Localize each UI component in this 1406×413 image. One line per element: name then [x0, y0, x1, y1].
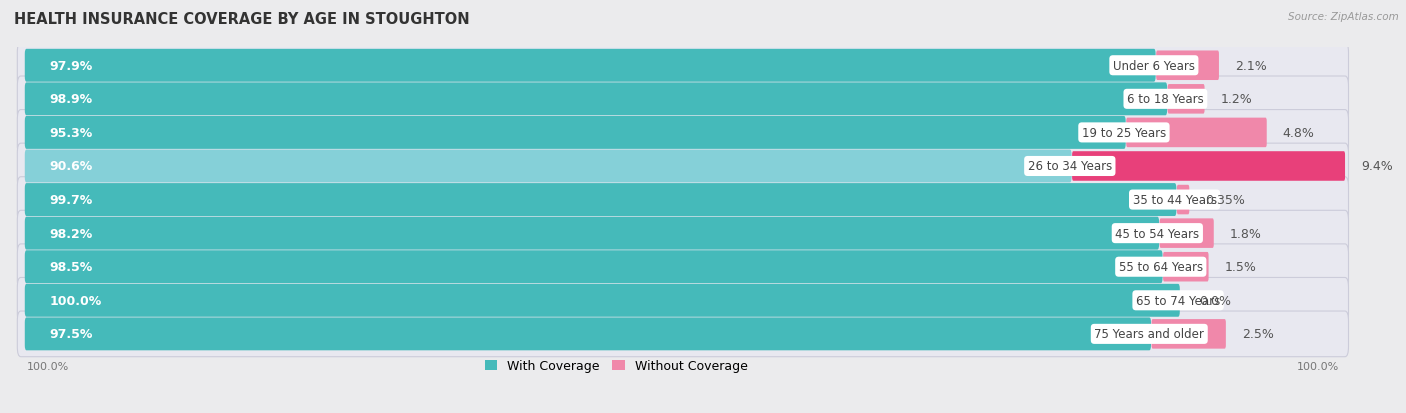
FancyBboxPatch shape [17, 244, 1348, 290]
Text: 98.5%: 98.5% [49, 261, 93, 273]
FancyBboxPatch shape [1177, 185, 1189, 215]
Text: HEALTH INSURANCE COVERAGE BY AGE IN STOUGHTON: HEALTH INSURANCE COVERAGE BY AGE IN STOU… [14, 12, 470, 27]
Text: 1.2%: 1.2% [1220, 93, 1253, 106]
Text: 75 Years and older: 75 Years and older [1094, 328, 1204, 341]
Text: 45 to 54 Years: 45 to 54 Years [1115, 227, 1199, 240]
Text: Source: ZipAtlas.com: Source: ZipAtlas.com [1288, 12, 1399, 22]
Legend: With Coverage, Without Coverage: With Coverage, Without Coverage [479, 354, 752, 377]
FancyBboxPatch shape [17, 177, 1348, 223]
FancyBboxPatch shape [1168, 85, 1205, 114]
Text: 99.7%: 99.7% [49, 194, 93, 206]
Text: 98.2%: 98.2% [49, 227, 93, 240]
FancyBboxPatch shape [17, 278, 1348, 323]
Text: 19 to 25 Years: 19 to 25 Years [1081, 127, 1166, 140]
Text: 4.8%: 4.8% [1282, 127, 1315, 140]
Text: 0.35%: 0.35% [1205, 194, 1246, 206]
Text: Under 6 Years: Under 6 Years [1114, 59, 1195, 73]
Text: 1.5%: 1.5% [1225, 261, 1257, 273]
FancyBboxPatch shape [17, 110, 1348, 156]
FancyBboxPatch shape [17, 144, 1348, 189]
Text: 0.0%: 0.0% [1199, 294, 1230, 307]
FancyBboxPatch shape [25, 116, 1126, 150]
Text: 1.8%: 1.8% [1230, 227, 1261, 240]
Text: 97.5%: 97.5% [49, 328, 93, 341]
FancyBboxPatch shape [25, 83, 1167, 116]
FancyBboxPatch shape [1163, 252, 1209, 282]
FancyBboxPatch shape [1152, 319, 1226, 349]
FancyBboxPatch shape [25, 284, 1180, 317]
FancyBboxPatch shape [17, 43, 1348, 89]
Text: 2.1%: 2.1% [1234, 59, 1267, 73]
Text: 26 to 34 Years: 26 to 34 Years [1028, 160, 1112, 173]
Text: 65 to 74 Years: 65 to 74 Years [1136, 294, 1220, 307]
FancyBboxPatch shape [25, 150, 1071, 183]
FancyBboxPatch shape [17, 77, 1348, 122]
FancyBboxPatch shape [17, 211, 1348, 256]
Text: 9.4%: 9.4% [1361, 160, 1393, 173]
FancyBboxPatch shape [25, 184, 1177, 216]
FancyBboxPatch shape [25, 50, 1156, 83]
Text: 97.9%: 97.9% [49, 59, 93, 73]
Text: 98.9%: 98.9% [49, 93, 93, 106]
FancyBboxPatch shape [25, 318, 1152, 351]
Text: 90.6%: 90.6% [49, 160, 93, 173]
Text: 100.0%: 100.0% [49, 294, 101, 307]
FancyBboxPatch shape [1126, 119, 1267, 148]
Text: 6 to 18 Years: 6 to 18 Years [1128, 93, 1204, 106]
FancyBboxPatch shape [1156, 51, 1219, 81]
Text: 35 to 44 Years: 35 to 44 Years [1133, 194, 1216, 206]
FancyBboxPatch shape [25, 251, 1163, 283]
FancyBboxPatch shape [17, 311, 1348, 357]
Text: 55 to 64 Years: 55 to 64 Years [1119, 261, 1204, 273]
Text: 2.5%: 2.5% [1241, 328, 1274, 341]
FancyBboxPatch shape [25, 217, 1159, 250]
FancyBboxPatch shape [1073, 152, 1346, 181]
FancyBboxPatch shape [1160, 219, 1213, 248]
Text: 100.0%: 100.0% [27, 361, 69, 371]
Text: 95.3%: 95.3% [49, 127, 93, 140]
Text: 100.0%: 100.0% [1296, 361, 1340, 371]
